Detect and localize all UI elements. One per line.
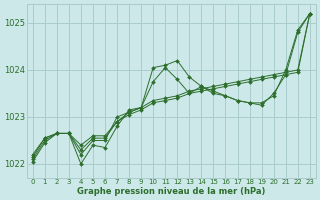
X-axis label: Graphe pression niveau de la mer (hPa): Graphe pression niveau de la mer (hPa) xyxy=(77,187,266,196)
